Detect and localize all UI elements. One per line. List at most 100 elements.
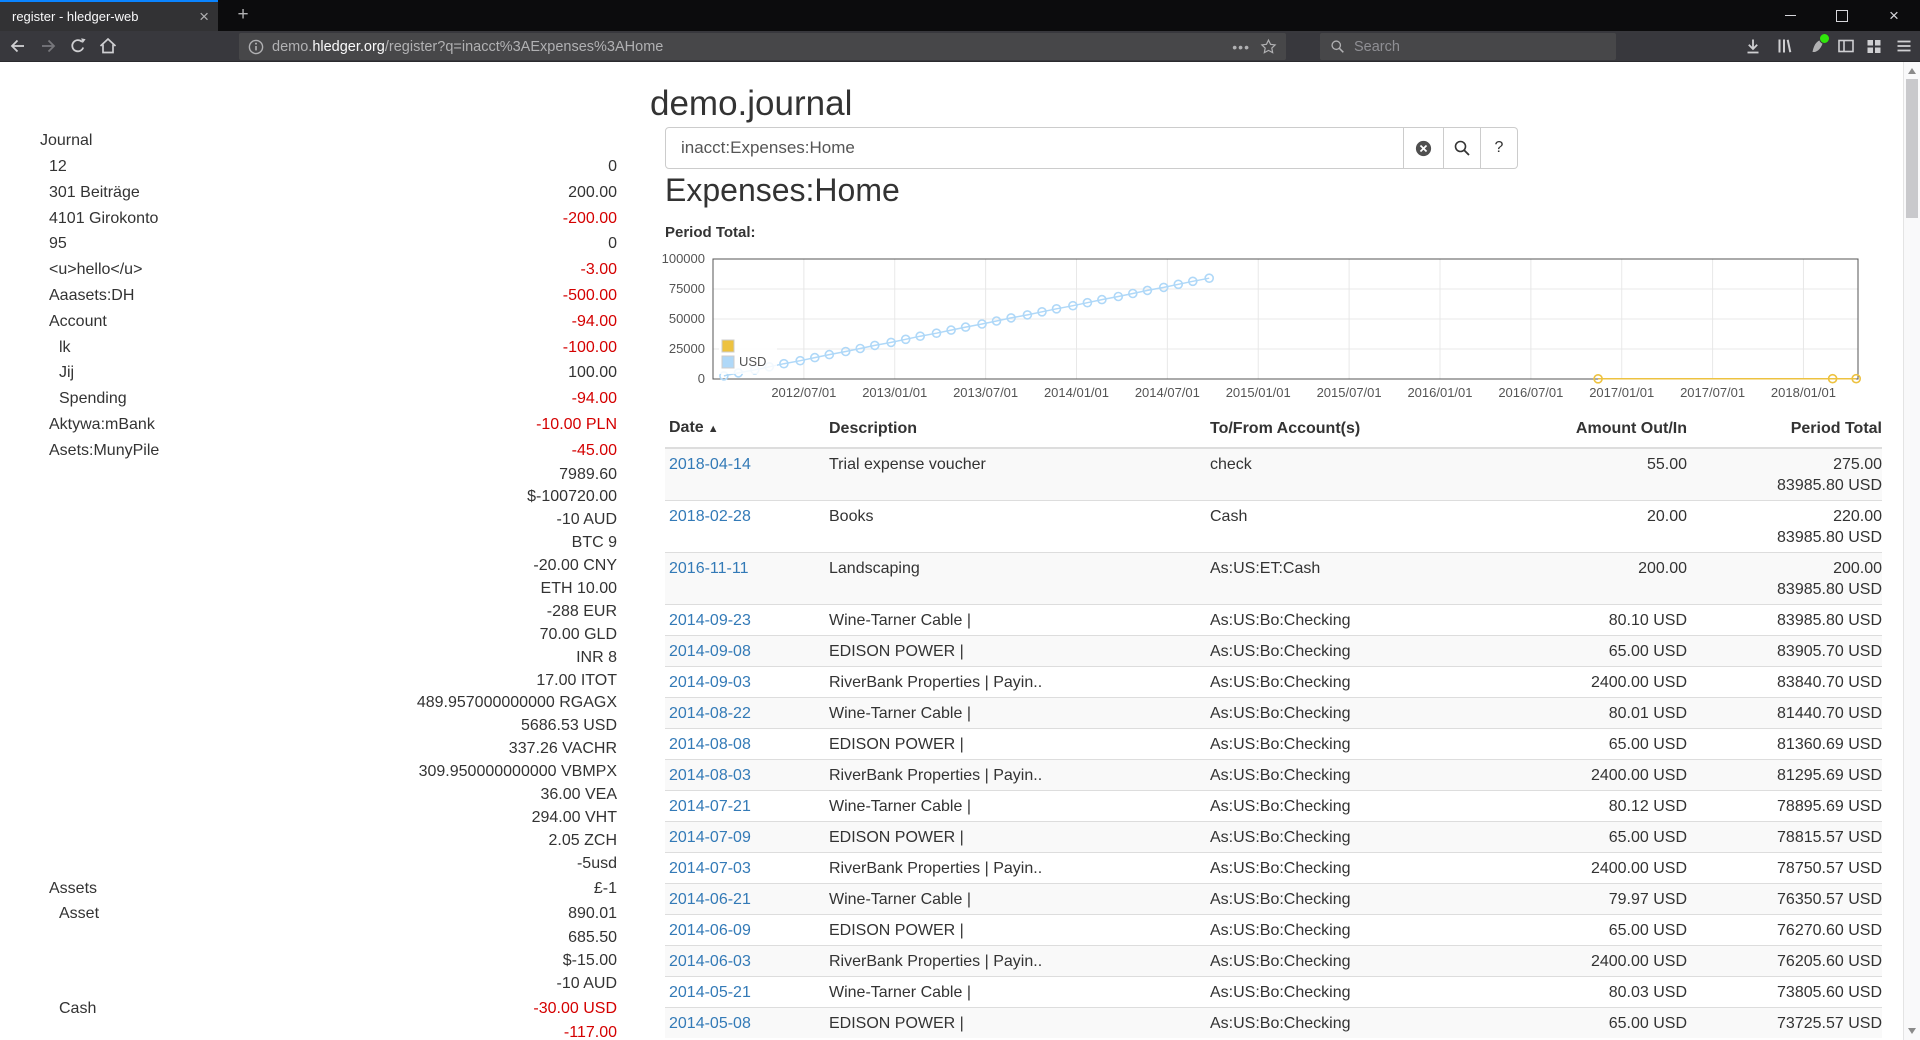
register-row[interactable]: 2014-09-23 Wine-Tarner Cable | As:US:Bo:… — [665, 604, 1882, 636]
register-row[interactable]: 2014-08-22 Wine-Tarner Cable | As:US:Bo:… — [665, 697, 1882, 729]
window-minimize-button[interactable] — [1764, 0, 1816, 31]
account-row[interactable]: Spending -94.00 — [18, 386, 617, 412]
bookmark-star-icon[interactable] — [1260, 38, 1277, 55]
extension-quill-icon[interactable] — [1807, 33, 1830, 56]
register-row[interactable]: 2014-09-03 RiverBank Properties | Payin.… — [665, 666, 1882, 698]
register-date-link[interactable]: 2014-08-22 — [669, 704, 751, 722]
account-name[interactable]: 4101 Girokonto — [49, 209, 159, 227]
register-date-link[interactable]: 2018-02-28 — [669, 507, 751, 525]
apps-grid-icon[interactable] — [1864, 36, 1884, 56]
library-icon[interactable] — [1774, 36, 1794, 56]
forward-icon[interactable] — [38, 36, 58, 56]
register-row[interactable]: 2014-09-08 EDISON POWER | As:US:Bo:Check… — [665, 635, 1882, 667]
account-name[interactable]: Aktywa:mBank — [49, 415, 155, 433]
scrollbar-thumb[interactable] — [1906, 79, 1918, 218]
tab-close-icon[interactable]: × — [199, 7, 209, 26]
query-input[interactable] — [665, 127, 1404, 169]
account-name[interactable]: 95 — [49, 235, 67, 253]
register-row[interactable]: 2014-06-03 RiverBank Properties | Payin.… — [665, 945, 1882, 977]
register-date-link[interactable]: 2016-11-11 — [669, 559, 749, 577]
register-description: Books — [825, 500, 1206, 553]
account-name[interactable]: Cash — [59, 999, 97, 1017]
column-header-date[interactable]: Date ▲ — [665, 415, 825, 449]
register-date-link[interactable]: 2014-08-08 — [669, 735, 751, 753]
account-row[interactable]: 12 0 — [18, 154, 617, 180]
register-date-link[interactable]: 2014-05-08 — [669, 1014, 751, 1032]
url-text[interactable]: demo.hledger.org/register?q=inacct%3AExp… — [272, 39, 1232, 55]
register-date-link[interactable]: 2014-06-21 — [669, 890, 751, 908]
account-row[interactable]: Cash -30.00 USD — [18, 996, 617, 1022]
account-name[interactable]: 12 — [49, 158, 67, 175]
account-row[interactable]: Aaasets:DH -500.00 — [18, 283, 617, 309]
svg-text:2012/07/01: 2012/07/01 — [771, 385, 836, 400]
account-row[interactable]: 4101 Girokonto -200.00 — [18, 206, 617, 232]
search-submit-button[interactable] — [1444, 127, 1481, 169]
reload-icon[interactable] — [68, 36, 88, 56]
register-date-link[interactable]: 2018-04-14 — [669, 455, 751, 473]
site-info-icon[interactable] — [248, 39, 264, 55]
account-balance: -10 AUD — [556, 511, 617, 529]
account-row[interactable]: lk -100.00 — [18, 335, 617, 361]
register-row[interactable]: 2014-06-21 Wine-Tarner Cable | As:US:Bo:… — [665, 883, 1882, 915]
register-date-link[interactable]: 2014-06-03 — [669, 952, 751, 970]
page-actions-icon[interactable]: ••• — [1232, 38, 1250, 55]
journal-link[interactable]: Journal — [40, 132, 93, 149]
register-row[interactable]: 2014-08-03 RiverBank Properties | Payin.… — [665, 759, 1882, 791]
register-period-total: 73725.57 USD — [1687, 1007, 1882, 1038]
window-close-button[interactable]: × — [1889, 5, 1899, 25]
register-date-link[interactable]: 2014-07-03 — [669, 859, 751, 877]
register-date-link[interactable]: 2014-09-08 — [669, 642, 751, 660]
register-row[interactable]: 2014-06-09 EDISON POWER | As:US:Bo:Check… — [665, 914, 1882, 946]
account-row[interactable]: Asset 890.01 — [18, 901, 617, 927]
register-row[interactable]: 2014-05-21 Wine-Tarner Cable | As:US:Bo:… — [665, 976, 1882, 1008]
register-date-link[interactable]: 2014-08-03 — [669, 766, 751, 784]
register-date-link[interactable]: 2014-06-09 — [669, 921, 751, 939]
sidebar-toggle-icon[interactable] — [1836, 36, 1856, 56]
register-row[interactable]: 2014-07-09 EDISON POWER | As:US:Bo:Check… — [665, 821, 1882, 853]
page-scrollbar[interactable] — [1903, 62, 1920, 1040]
download-icon[interactable] — [1743, 36, 1763, 56]
back-icon[interactable] — [8, 36, 28, 56]
url-bar[interactable]: demo.hledger.org/register?q=inacct%3AExp… — [239, 33, 1286, 60]
register-date-link[interactable]: 2014-09-23 — [669, 611, 751, 629]
register-row[interactable]: 2014-05-08 EDISON POWER | As:US:Bo:Check… — [665, 1007, 1882, 1038]
register-row[interactable]: 2014-08-08 EDISON POWER | As:US:Bo:Check… — [665, 728, 1882, 760]
help-button[interactable]: ? — [1481, 127, 1518, 169]
register-row[interactable]: 2018-02-28 Books Cash 20.00 220.00 83985.… — [665, 500, 1882, 553]
account-row[interactable]: Jij 100.00 — [18, 360, 617, 386]
browser-tab[interactable]: register - hledger-web × — [0, 0, 218, 31]
register-row[interactable]: 2014-07-03 RiverBank Properties | Payin.… — [665, 852, 1882, 884]
browser-search-bar[interactable]: Search — [1320, 33, 1616, 60]
account-name[interactable]: <u>hello</u> — [49, 261, 143, 279]
account-name[interactable]: 301 Beiträge — [49, 183, 140, 201]
account-row[interactable]: 301 Beiträge 200.00 — [18, 180, 617, 206]
scroll-down-arrow[interactable] — [1908, 1028, 1916, 1034]
account-row[interactable]: Assets £-1 — [18, 876, 617, 902]
account-row[interactable]: Account -94.00 — [18, 309, 617, 335]
account-name[interactable]: Asset — [59, 905, 100, 923]
scroll-up-arrow[interactable] — [1908, 68, 1916, 74]
account-row[interactable]: 95 0 — [18, 231, 617, 257]
account-name[interactable]: Assets — [49, 879, 98, 897]
menu-hamburger-icon[interactable] — [1894, 36, 1914, 56]
clear-query-button[interactable] — [1404, 127, 1444, 169]
account-name[interactable]: lk — [59, 338, 71, 356]
account-name[interactable]: Jij — [59, 364, 75, 382]
new-tab-button[interactable]: + — [237, 4, 249, 25]
register-date-link[interactable]: 2014-09-03 — [669, 673, 751, 691]
account-row[interactable]: Aktywa:mBank -10.00 PLN — [18, 412, 617, 438]
register-row[interactable]: 2018-04-14 Trial expense voucher check 5… — [665, 447, 1882, 501]
home-icon[interactable] — [98, 36, 118, 56]
window-maximize-button[interactable] — [1816, 0, 1868, 31]
register-row[interactable]: 2014-07-21 Wine-Tarner Cable | As:US:Bo:… — [665, 790, 1882, 822]
register-date-link[interactable]: 2014-07-21 — [669, 797, 751, 815]
account-name[interactable]: Account — [49, 312, 107, 330]
account-name[interactable]: Aaasets:DH — [49, 286, 135, 304]
account-row[interactable]: Asets:MunyPile -45.00 — [18, 438, 617, 464]
account-name[interactable]: Asets:MunyPile — [49, 441, 160, 459]
account-name[interactable]: Spending — [59, 390, 127, 408]
register-date-link[interactable]: 2014-07-09 — [669, 828, 751, 846]
register-date-link[interactable]: 2014-05-21 — [669, 983, 751, 1001]
account-row[interactable]: <u>hello</u> -3.00 — [18, 257, 617, 283]
register-row[interactable]: 2016-11-11 Landscaping As:US:ET:Cash 200… — [665, 552, 1882, 605]
